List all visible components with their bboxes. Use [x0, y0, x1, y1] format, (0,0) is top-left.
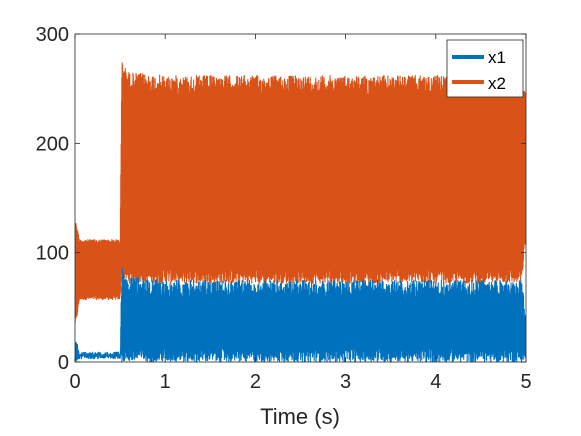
y-tick-label: 100: [36, 243, 69, 265]
x-tick-label: 0: [69, 371, 80, 393]
y-tick-label: 200: [36, 133, 69, 155]
x-tick-label: 5: [520, 371, 531, 393]
y-tick-label: 300: [36, 24, 69, 46]
x-axis-title: Time (s): [260, 404, 340, 429]
x-tick-label: 3: [340, 371, 351, 393]
legend: x1 x2: [446, 39, 524, 98]
x-tick-label: 2: [250, 371, 261, 393]
x-tick-label: 4: [430, 371, 441, 393]
legend-box: [446, 39, 524, 98]
series-line-x2: [75, 62, 526, 323]
x-tick-label: 1: [160, 371, 171, 393]
legend-label-x2: x2: [488, 74, 506, 93]
series-line-x1: [75, 268, 526, 362]
axes-box: [74, 33, 527, 363]
axes-layer: [74, 33, 527, 363]
series-layer: [75, 62, 526, 362]
ticks-layer: 0 1 2 3 4 5 0 100 200 300: [36, 24, 532, 393]
y-tick-label: 0: [58, 352, 69, 374]
legend-label-x1: x1: [488, 48, 506, 67]
